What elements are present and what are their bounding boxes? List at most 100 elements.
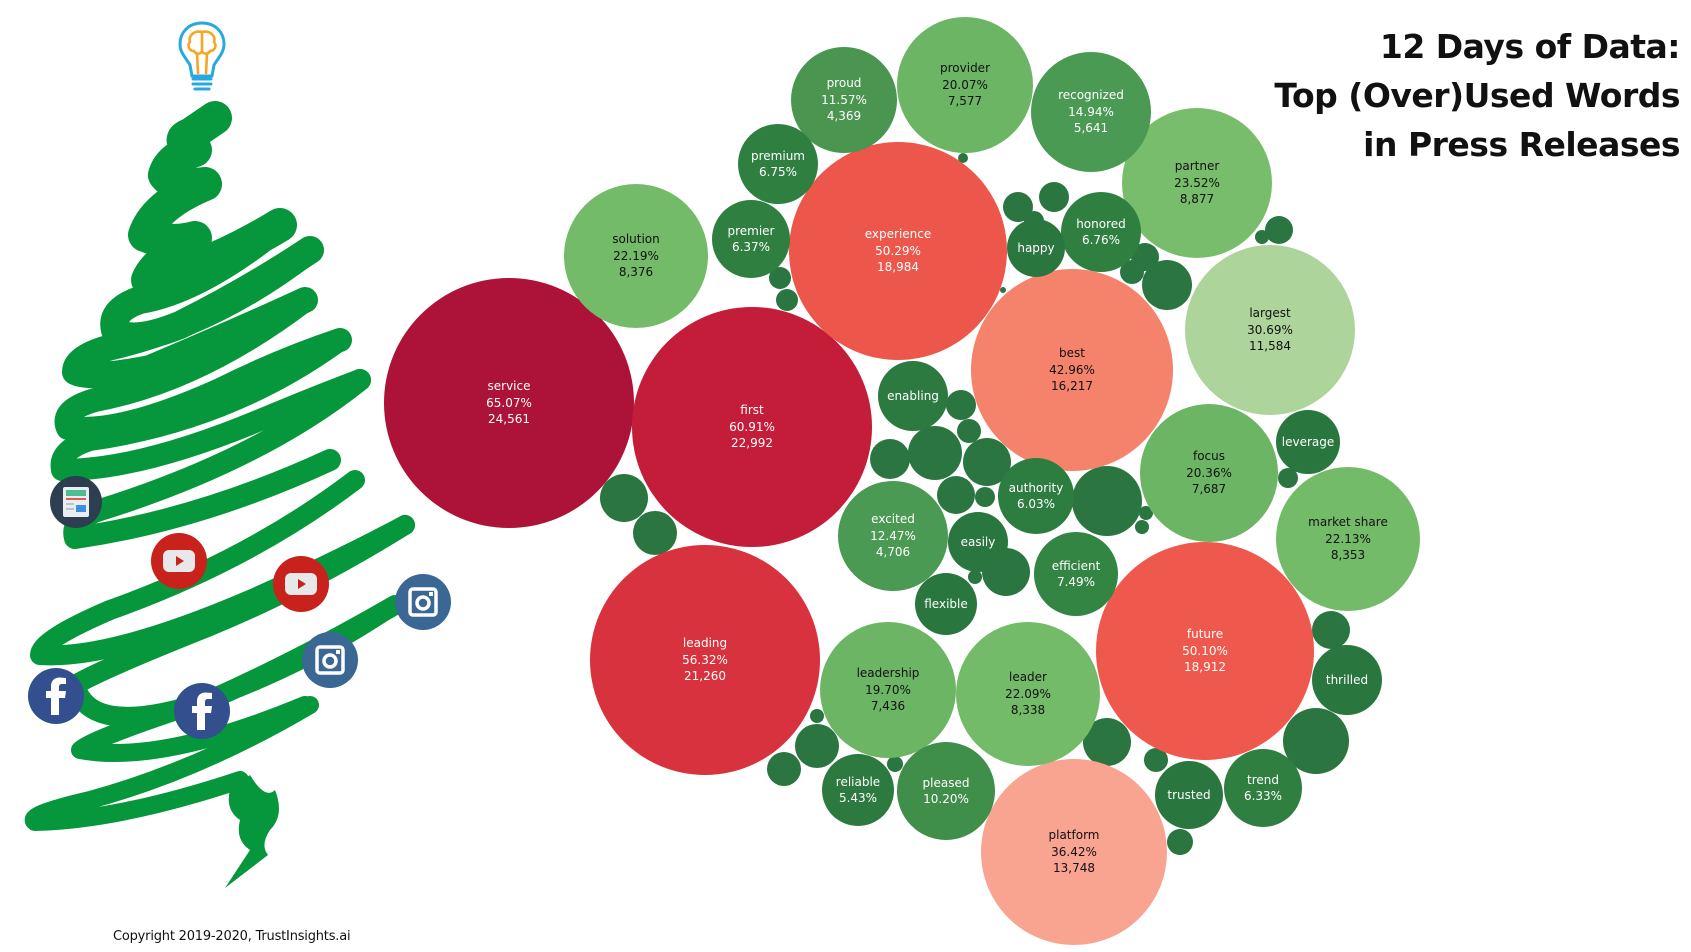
bubble-focus[interactable]: focus 20.36% 7,687 <box>1140 404 1278 542</box>
unlabeled-bubble[interactable] <box>1265 216 1293 244</box>
bubble-service[interactable]: service 65.07% 24,561 <box>384 278 634 528</box>
bubble-word: flexible <box>924 596 968 611</box>
unlabeled-bubble[interactable] <box>908 426 962 480</box>
bubble-leadership[interactable]: leadership 19.70% 7,436 <box>820 622 956 758</box>
bubble-largest[interactable]: largest 30.69% 11,584 <box>1185 245 1355 415</box>
bubble-count: 21,260 <box>684 669 726 684</box>
title-line-3: in Press Releases <box>1363 125 1680 164</box>
bubble-premier[interactable]: premier 6.37% <box>712 200 790 278</box>
bubble-percentage: 5.43% <box>838 791 878 805</box>
bubble-first[interactable]: first 60.91% 22,992 <box>632 307 872 547</box>
bubble-leader[interactable]: leader 22.09% 8,338 <box>956 622 1100 766</box>
bubble-count: 7,436 <box>870 699 906 714</box>
bubble-future[interactable]: future 50.10% 18,912 <box>1096 542 1314 760</box>
unlabeled-bubble[interactable] <box>769 267 791 289</box>
bubble-easily[interactable]: easily <box>948 512 1008 572</box>
unlabeled-bubble[interactable] <box>1000 287 1006 293</box>
unlabeled-bubble[interactable] <box>1283 708 1349 774</box>
bubble-percentage: 6.33% <box>1243 789 1283 803</box>
bubble-percentage: 14.94% <box>1068 104 1114 119</box>
bubble-recognized[interactable]: recognized 14.94% 5,641 <box>1031 52 1151 172</box>
bubble-percentage: 6.37% <box>731 240 771 254</box>
bubble-percentage: 12.47% <box>870 528 916 543</box>
bubble-word: reliable <box>835 774 881 789</box>
christmas-tree-illustration <box>24 101 415 888</box>
unlabeled-bubble[interactable] <box>946 390 976 420</box>
bubble-word: market share <box>1308 515 1388 530</box>
unlabeled-bubble[interactable] <box>937 476 975 514</box>
bubble-word: best <box>1059 346 1085 361</box>
bubble-provider[interactable]: provider 20.07% 7,577 <box>897 17 1033 153</box>
unlabeled-bubble[interactable] <box>1278 468 1298 488</box>
unlabeled-bubble[interactable] <box>1039 182 1069 212</box>
bubble-reliable[interactable]: reliable 5.43% <box>822 754 894 826</box>
unlabeled-bubble[interactable] <box>968 570 982 584</box>
bubble-thrilled[interactable]: thrilled <box>1312 645 1382 715</box>
bubble-percentage: 22.13% <box>1325 531 1371 546</box>
bubble-leading[interactable]: leading 56.32% 21,260 <box>590 545 820 775</box>
bubble-word: experience <box>864 227 932 242</box>
unlabeled-bubble[interactable] <box>776 289 798 311</box>
bubble-leverage[interactable]: leverage <box>1276 410 1340 474</box>
bubble-count: 4,369 <box>826 109 862 124</box>
bubble-happy[interactable]: happy <box>1007 219 1065 277</box>
bubble-word: proud <box>826 76 862 91</box>
bubble-flexible[interactable]: flexible <box>915 573 977 635</box>
bubble-word: premium <box>751 148 805 163</box>
unlabeled-bubble[interactable] <box>1135 520 1149 534</box>
bubble-word: leading <box>682 636 728 651</box>
bubble-percentage: 36.42% <box>1051 844 1097 859</box>
news-icon <box>50 476 102 528</box>
bubble-percentage: 30.69% <box>1247 322 1293 337</box>
bubble-excited[interactable]: excited 12.47% 4,706 <box>838 481 948 591</box>
bubble-pleased[interactable]: pleased 10.20% <box>897 742 995 840</box>
bubble-percentage: 22.19% <box>613 248 659 263</box>
unlabeled-bubble[interactable] <box>633 511 677 555</box>
unlabeled-bubble[interactable] <box>1312 611 1350 649</box>
bubble-trusted[interactable]: trusted <box>1155 761 1223 829</box>
bubble-efficient[interactable]: efficient 7.49% <box>1034 532 1118 616</box>
bubble-percentage: 65.07% <box>486 395 532 410</box>
bubble-proud[interactable]: proud 11.57% 4,369 <box>791 47 897 153</box>
title-line-2: Top (Over)Used Words <box>1274 76 1680 115</box>
bubble-enabling[interactable]: enabling <box>878 361 948 431</box>
unlabeled-bubble[interactable] <box>600 474 648 522</box>
unlabeled-bubble[interactable] <box>767 752 801 786</box>
bubble-word: leadership <box>856 666 920 681</box>
bubble-count: 11,584 <box>1249 339 1291 354</box>
bubble-percentage: 56.32% <box>682 652 728 667</box>
unlabeled-bubble[interactable] <box>1167 829 1193 855</box>
bubble-word: provider <box>940 61 990 76</box>
bubble-percentage: 50.29% <box>875 243 921 258</box>
instagram-icon <box>302 632 358 688</box>
unlabeled-bubble[interactable] <box>870 439 910 479</box>
unlabeled-bubble[interactable] <box>887 756 903 772</box>
bubble-word: leader <box>1008 670 1047 685</box>
bubble-percentage: 11.57% <box>821 92 867 107</box>
bubble-word: happy <box>1017 240 1055 255</box>
unlabeled-bubble[interactable] <box>810 709 824 723</box>
bubble-solution[interactable]: solution 22.19% 8,376 <box>564 184 708 328</box>
bubble-count: 7,577 <box>947 94 983 109</box>
bubble-best[interactable]: best 42.96% 16,217 <box>971 269 1173 471</box>
bubble-word: leverage <box>1281 434 1335 449</box>
unlabeled-bubble[interactable] <box>1072 466 1142 536</box>
bubble-trend[interactable]: trend 6.33% <box>1224 749 1302 827</box>
unlabeled-bubble[interactable] <box>1142 260 1192 310</box>
unlabeled-bubble[interactable] <box>958 153 968 163</box>
bubble-word: future <box>1186 627 1224 642</box>
bubble-word: enabling <box>887 388 939 403</box>
bubble-honored[interactable]: honored 6.76% <box>1061 192 1141 272</box>
unlabeled-bubble[interactable] <box>795 724 839 768</box>
bubble-market-share[interactable]: market share 22.13% 8,353 <box>1276 467 1420 611</box>
bubble-count: 16,217 <box>1051 379 1093 394</box>
bubble-percentage: 23.52% <box>1174 175 1220 190</box>
bubble-word: largest <box>1249 306 1291 321</box>
bubble-word: premier <box>727 223 775 238</box>
bubble-experience[interactable]: experience 50.29% 18,984 <box>789 142 1007 360</box>
bubble-count: 22,992 <box>731 436 773 451</box>
bubble-premium[interactable]: premium 6.75% <box>738 124 818 204</box>
bubble-platform[interactable]: platform 36.42% 13,748 <box>981 759 1167 945</box>
bubble-authority[interactable]: authority 6.03% <box>998 458 1074 534</box>
unlabeled-bubble[interactable] <box>975 487 995 507</box>
